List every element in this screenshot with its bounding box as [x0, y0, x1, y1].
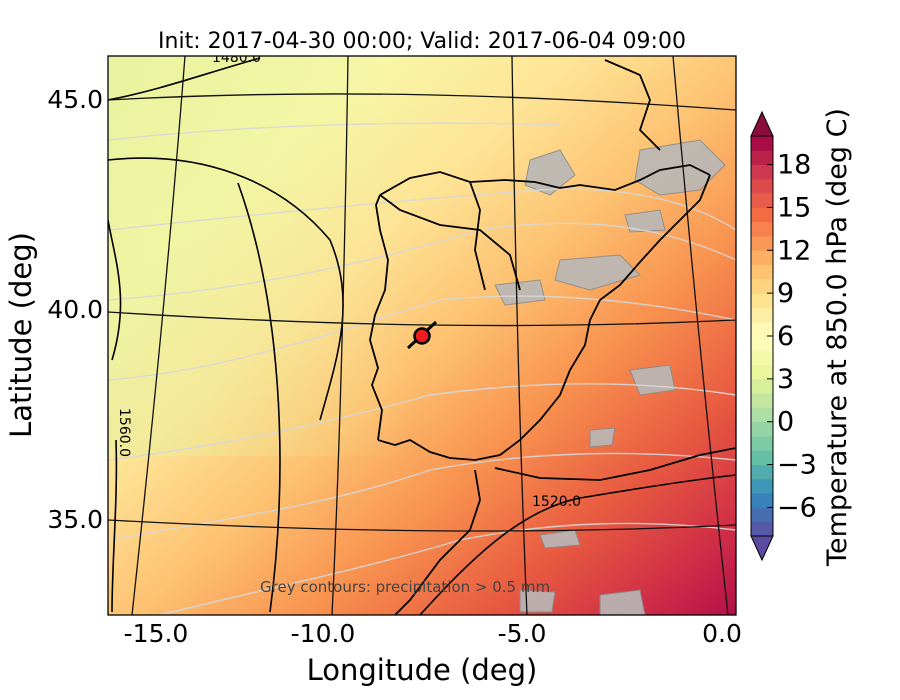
x-tick-label: 0.0	[702, 619, 742, 648]
cool-atlantic-field	[108, 56, 408, 456]
colorbar-tick-label: 6	[777, 321, 794, 352]
precipitation-note: Grey contours: precipitation > 0.5 mm	[260, 578, 550, 596]
colorbar-tick-label: 15	[777, 192, 811, 223]
colorbar-band	[751, 436, 773, 451]
colorbar-band	[751, 350, 773, 365]
geopotential-contours	[108, 57, 736, 615]
colorbar-band	[751, 450, 773, 465]
colorbar-band	[751, 150, 773, 165]
colorbar-tick-label: 9	[777, 278, 794, 309]
colorbar-band	[751, 478, 773, 494]
colorbar-band	[751, 407, 773, 423]
colorbar-tick-label: −6	[777, 492, 817, 523]
map-panel: 1480.0 1560.0 1520.0 Grey contours: prec…	[108, 50, 736, 615]
colorbar-band	[751, 464, 773, 480]
location-marker	[406, 320, 438, 350]
colorbar-tick-label: 3	[777, 364, 794, 395]
contour-label-1520: 1520.0	[532, 494, 581, 510]
colorbar-band	[751, 221, 773, 237]
colorbar-ticks: 18 15 12 9 6 3 0 −3 −6	[767, 150, 817, 523]
colorbar-band	[751, 336, 773, 351]
y-tick-labels: 45.0 40.0 35.0	[47, 85, 103, 534]
colorbar-band	[751, 507, 773, 523]
colorbar-band	[751, 293, 773, 308]
colorbar-band	[751, 250, 773, 265]
y-tick-label: 45.0	[47, 85, 103, 114]
colorbar-tick-label: 12	[777, 235, 811, 266]
colorbar-band	[751, 264, 773, 280]
colorbar-band	[751, 164, 773, 180]
x-tick-label: -5.0	[498, 619, 547, 648]
colorbar-label: Temperature at 850.0 hPa (deg C)	[822, 108, 853, 567]
colorbar-band	[751, 236, 773, 251]
colorbar-band	[751, 193, 773, 208]
colorbar-band	[751, 421, 773, 437]
colorbar-band	[751, 178, 773, 194]
contour-label-1480: 1480.0	[212, 50, 261, 66]
colorbar-band	[751, 207, 773, 223]
plot-title: Init: 2017-04-30 00:00; Valid: 2017-06-0…	[158, 29, 686, 54]
contour-label-1560: 1560.0	[116, 408, 132, 457]
colorbar-band	[751, 393, 773, 408]
graticule	[108, 56, 736, 615]
colorbar-band	[751, 307, 773, 323]
colorbar-tick-label: 18	[777, 150, 811, 181]
location-marker-dot	[413, 327, 431, 345]
x-tick-label: -10.0	[291, 619, 356, 648]
map-frame	[107, 55, 737, 616]
x-axis-label: Longitude (deg)	[307, 653, 538, 687]
colorbar-band	[751, 521, 773, 537]
x-tick-labels: -15.0 -10.0 -5.0 0.0	[124, 619, 742, 648]
coastline	[369, 59, 736, 615]
colorbar-band	[751, 321, 773, 337]
colorbar-tick-label: 0	[777, 407, 794, 438]
colorbar-extend-max	[750, 110, 774, 137]
y-axis-label: Latitude (deg)	[4, 232, 38, 438]
colorbar-extend-min	[750, 535, 774, 562]
colorbar-tick-label: −3	[777, 450, 817, 481]
x-tick-label: -15.0	[124, 619, 189, 648]
colorbar-band	[751, 493, 773, 508]
colorbar-band	[751, 278, 773, 294]
colorbar-band	[751, 378, 773, 394]
colorbar-bands	[751, 136, 773, 537]
colorbar-band	[751, 364, 773, 380]
colorbar: 18 15 12 9 6 3 0 −3 −6 Temperature at 850.0 hPa …	[750, 108, 853, 567]
y-tick-label: 35.0	[47, 505, 103, 534]
y-tick-label: 40.0	[47, 295, 103, 324]
colorbar-band	[751, 136, 773, 151]
